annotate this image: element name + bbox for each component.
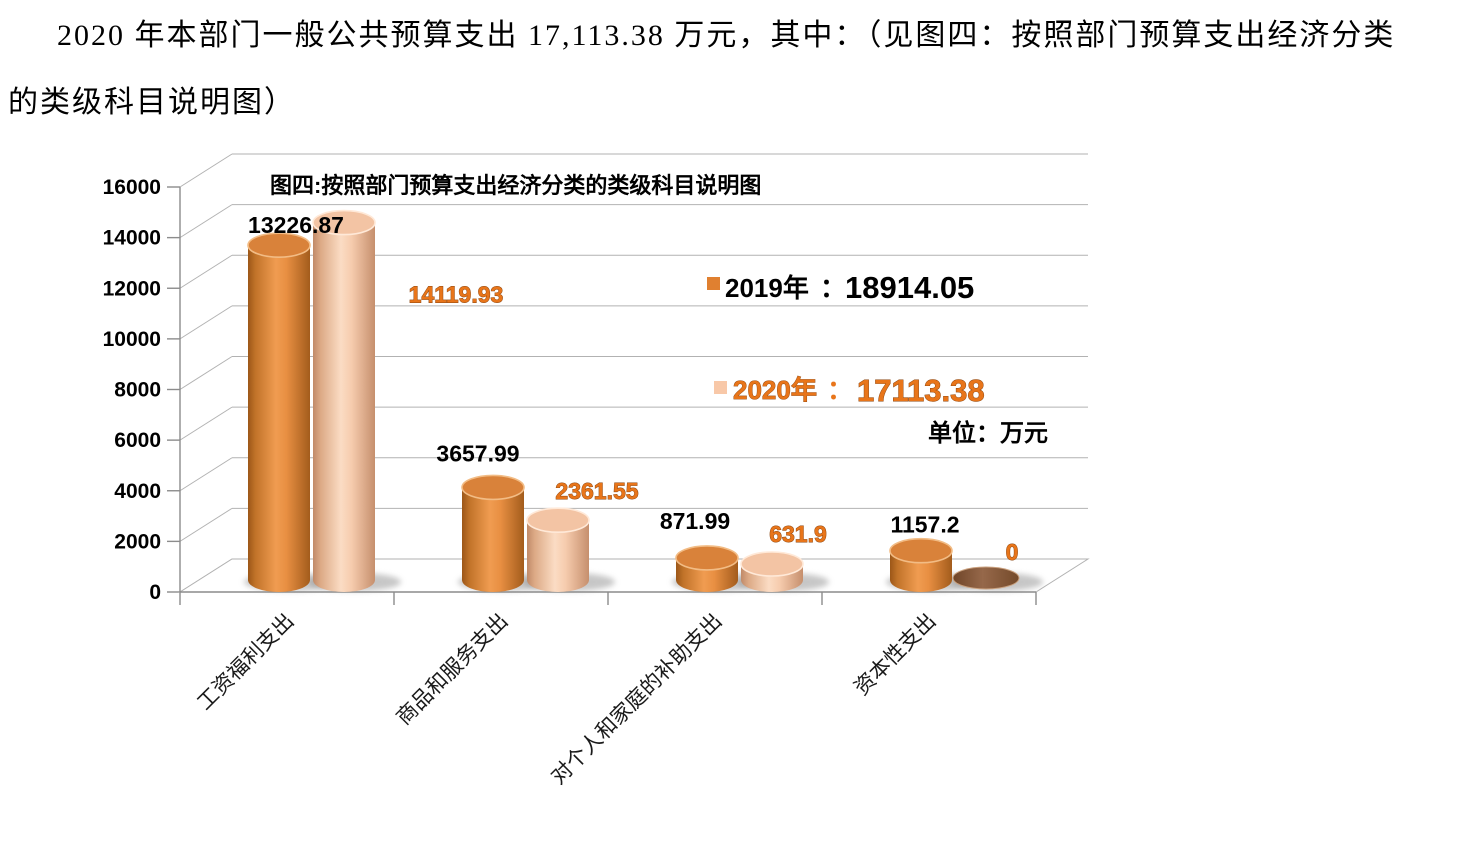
gridline-depth-10000 bbox=[179, 305, 233, 340]
bar-2019-cat2 bbox=[675, 545, 739, 592]
gridline-depth-14000 bbox=[179, 204, 233, 239]
gridline-depth-8000 bbox=[179, 356, 233, 390]
y-tick-label-16000: 16000 bbox=[103, 176, 161, 199]
bar-2019-cat0 bbox=[247, 232, 311, 592]
y-tick-label-0: 0 bbox=[149, 581, 161, 604]
bar-2019-cat1 bbox=[461, 474, 525, 592]
value-label-2019-3: 1157.2 bbox=[890, 512, 959, 538]
value-label-2020-0: 14119.93 bbox=[409, 282, 504, 308]
category-label-0: 工资福利支出 bbox=[192, 609, 298, 715]
bar-2019-cat3 bbox=[889, 537, 953, 592]
gridline-depth-2000 bbox=[179, 507, 233, 542]
legend-separator-2020: ： bbox=[827, 375, 853, 405]
value-label-2020-1: 2361.55 bbox=[555, 478, 638, 504]
legend-swatch-2019 bbox=[707, 277, 720, 290]
bar-2020-cat0 bbox=[312, 209, 376, 592]
value-label-2020-2: 631.9 bbox=[769, 521, 827, 547]
y-tick-label-6000: 6000 bbox=[114, 429, 161, 452]
gridline-depth-6000 bbox=[179, 406, 233, 441]
y-tick-label-2000: 2000 bbox=[114, 530, 161, 553]
gridline-depth-12000 bbox=[179, 254, 233, 289]
legend-swatch-2020 bbox=[714, 381, 727, 394]
y-tick-label-8000: 8000 bbox=[114, 379, 161, 402]
y-tick-label-4000: 4000 bbox=[114, 480, 161, 503]
bar-2020-cat3-zero bbox=[952, 566, 1020, 590]
unit-label: 单位：万元 bbox=[928, 419, 1048, 447]
y-tick-label-12000: 12000 bbox=[103, 277, 161, 300]
y-tick-label-10000: 10000 bbox=[103, 328, 161, 351]
y-tick-label-14000: 14000 bbox=[103, 227, 161, 250]
category-label-3: 资本性支出 bbox=[849, 609, 940, 700]
gridline-depth-4000 bbox=[179, 457, 233, 492]
bar-2020-cat2 bbox=[740, 551, 804, 592]
bar-2020-cat1 bbox=[526, 507, 590, 592]
paragraph-line-2: 的类级科目说明图） bbox=[8, 86, 296, 119]
value-label-2019-2: 871.99 bbox=[660, 508, 730, 534]
category-label-2: 对个人和家庭的补助支出 bbox=[546, 609, 726, 789]
legend-total-2019: 18914.05 bbox=[845, 270, 974, 305]
legend-total-2020: 17113.38 bbox=[857, 373, 985, 408]
legend-separator-2019: ： bbox=[820, 273, 846, 303]
category-label-1: 商品和服务支出 bbox=[392, 609, 513, 730]
gridline-depth-16000 bbox=[179, 153, 233, 188]
legend-name-2019: 2019年 bbox=[725, 273, 809, 303]
chart-title: 图四:按照部门预算支出经济分类的类级科目说明图 bbox=[270, 173, 761, 198]
value-label-2019-0: 13226.87 bbox=[248, 212, 344, 238]
value-label-2020-3: 0 bbox=[1006, 539, 1019, 565]
legend-name-2020: 2020年 bbox=[733, 375, 817, 405]
paragraph-line-1: 2020 年本部门一般公共预算支出 17,113.38 万元，其中：（见图四：按… bbox=[57, 19, 1396, 52]
value-label-2019-1: 3657.99 bbox=[436, 440, 519, 466]
